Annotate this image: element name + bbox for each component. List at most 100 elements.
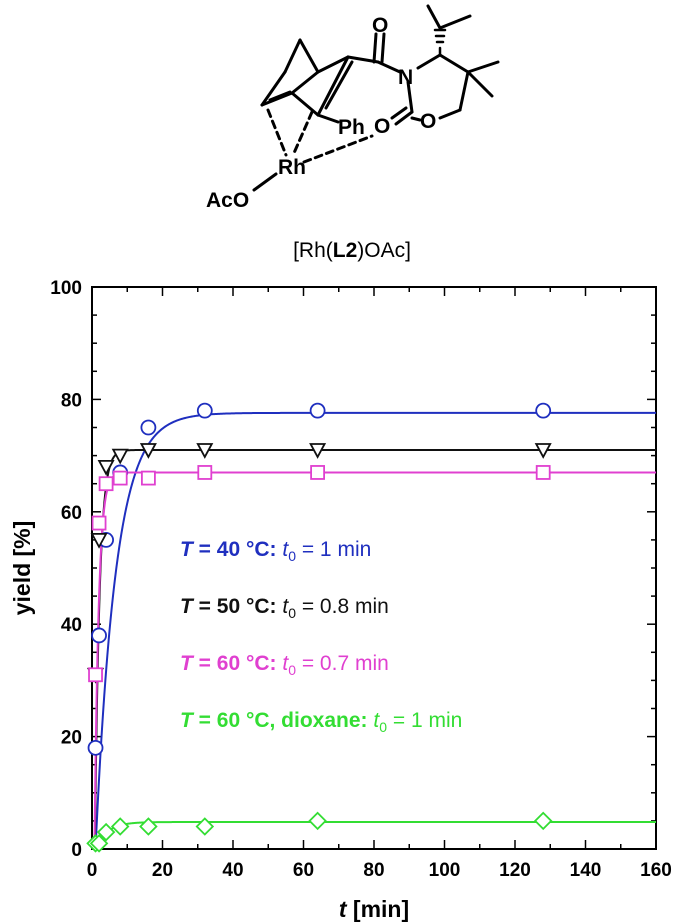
data-point-diamond	[96, 822, 116, 842]
annotation-subscript: 0	[288, 662, 296, 678]
data-point-circle	[87, 739, 104, 756]
x-axis-label-unit: [min]	[347, 896, 410, 922]
data-point-square	[112, 470, 128, 486]
data-point-diamond	[308, 811, 327, 831]
bond	[292, 110, 314, 155]
label-carbonyl-o2: O	[374, 115, 390, 138]
annotation-t: t	[282, 595, 289, 618]
data-point-square	[197, 465, 213, 480]
data-point-square	[310, 465, 326, 480]
chart: 0 20 40 60 80 100 120 140 160 0 20 40 60 80 100 T = 40…	[9, 278, 672, 922]
annotation-T: T	[180, 538, 195, 561]
label-phenyl: Ph	[338, 116, 365, 139]
bond	[302, 134, 374, 164]
data-point-circle	[196, 402, 213, 419]
annotations: T = 40 °C: t0 = 1 min T = 50 °C: t0 = 0.8…	[180, 538, 462, 735]
data-markers	[86, 402, 553, 853]
x-tick-label: 40	[222, 860, 243, 881]
data-point-square	[91, 515, 107, 531]
bond	[316, 55, 350, 117]
bond	[380, 32, 386, 64]
bond	[372, 32, 378, 64]
x-tick-label: 140	[570, 860, 602, 881]
bond	[458, 70, 470, 112]
annotation-t: t	[282, 538, 289, 561]
data-point-circle	[309, 402, 326, 419]
bond	[406, 80, 414, 114]
caption-bold: L2	[333, 239, 358, 262]
legend-annotation: T = 50 °C: t0 = 0.8 min	[180, 595, 389, 621]
bond	[438, 53, 470, 74]
bond	[438, 14, 472, 30]
label-carbonyl-o: O	[372, 14, 388, 37]
fit-curves	[93, 411, 656, 850]
y-tick-label: 40	[61, 615, 82, 636]
bond	[260, 91, 294, 107]
data-point-triangle	[309, 443, 327, 459]
y-axis-label: yield [%]	[9, 521, 35, 616]
data-point-square	[535, 465, 551, 480]
annotation-value: = 1 min	[387, 709, 462, 732]
label-ring-oxygen: O	[420, 110, 436, 133]
bond	[316, 113, 340, 124]
fit-curve	[94, 821, 656, 850]
bond	[298, 38, 320, 74]
structure-labels: O N O O Ph Rh AcO [Rh(L2)OAc]	[206, 14, 436, 262]
annotation-condition: = 60 °C, dioxane:	[193, 709, 374, 732]
annotation-subscript: 0	[288, 548, 296, 564]
annotation-T: T	[180, 595, 195, 618]
tick-labels: 0 20 40 60 80 100 120 140 160 0 20 40 60 80 100	[50, 278, 672, 881]
x-tick-label: 100	[429, 860, 461, 881]
data-point-square	[98, 476, 114, 492]
annotation-subscript: 0	[379, 719, 387, 735]
y-tick-label: 0	[71, 840, 82, 861]
structure-drawing	[252, 4, 500, 192]
bond	[376, 60, 402, 74]
bond	[410, 116, 422, 122]
annotation-T: T	[180, 652, 195, 675]
label-rhodium: Rh	[278, 156, 306, 179]
caption-post: )OAc]	[357, 239, 411, 262]
bond	[290, 91, 320, 117]
data-point-diamond	[89, 834, 109, 853]
annotation-value: = 0.8 min	[296, 595, 389, 618]
y-tick-label: 20	[61, 728, 82, 749]
annotation-subscript: 0	[288, 605, 296, 621]
bond	[438, 108, 462, 120]
data-point-diamond	[195, 817, 215, 836]
bond	[416, 53, 442, 70]
data-point-diamond	[139, 817, 158, 836]
x-tick-label: 160	[640, 860, 672, 881]
bond	[260, 70, 287, 107]
legend-annotation: T = 40 °C: t0 = 1 min	[180, 538, 371, 564]
y-tick-label: 80	[61, 390, 82, 411]
structure-caption: [Rh(L2)OAc]	[293, 239, 411, 262]
data-point-square	[88, 667, 103, 683]
x-axis-label-t: t	[339, 896, 348, 922]
bond	[316, 55, 350, 74]
annotation-value: = 1 min	[296, 538, 371, 561]
data-point-triangle	[90, 533, 108, 549]
x-tick-label: 0	[87, 860, 98, 881]
data-point-triangle	[534, 443, 552, 459]
plot-frame	[91, 286, 657, 850]
fit-curve	[94, 411, 656, 849]
x-axis-label: t [min]	[339, 896, 409, 922]
bond	[394, 110, 414, 126]
data-point-diamond	[110, 817, 130, 836]
data-point-circle	[535, 402, 552, 419]
bond	[390, 106, 408, 120]
bond	[252, 172, 278, 192]
legend-annotation: T = 60 °C: t0 = 0.7 min	[180, 652, 389, 678]
caption-pre: [Rh(	[293, 239, 333, 262]
bond	[268, 90, 292, 102]
annotation-value: = 0.7 min	[296, 652, 389, 675]
x-tick-label: 120	[499, 860, 531, 881]
data-point-circle	[91, 627, 107, 644]
ticks	[91, 286, 657, 850]
y-tick-label: 100	[50, 278, 82, 299]
bond	[290, 70, 320, 95]
annotation-t: t	[282, 652, 289, 675]
annotation-condition: = 60 °C:	[193, 652, 283, 675]
